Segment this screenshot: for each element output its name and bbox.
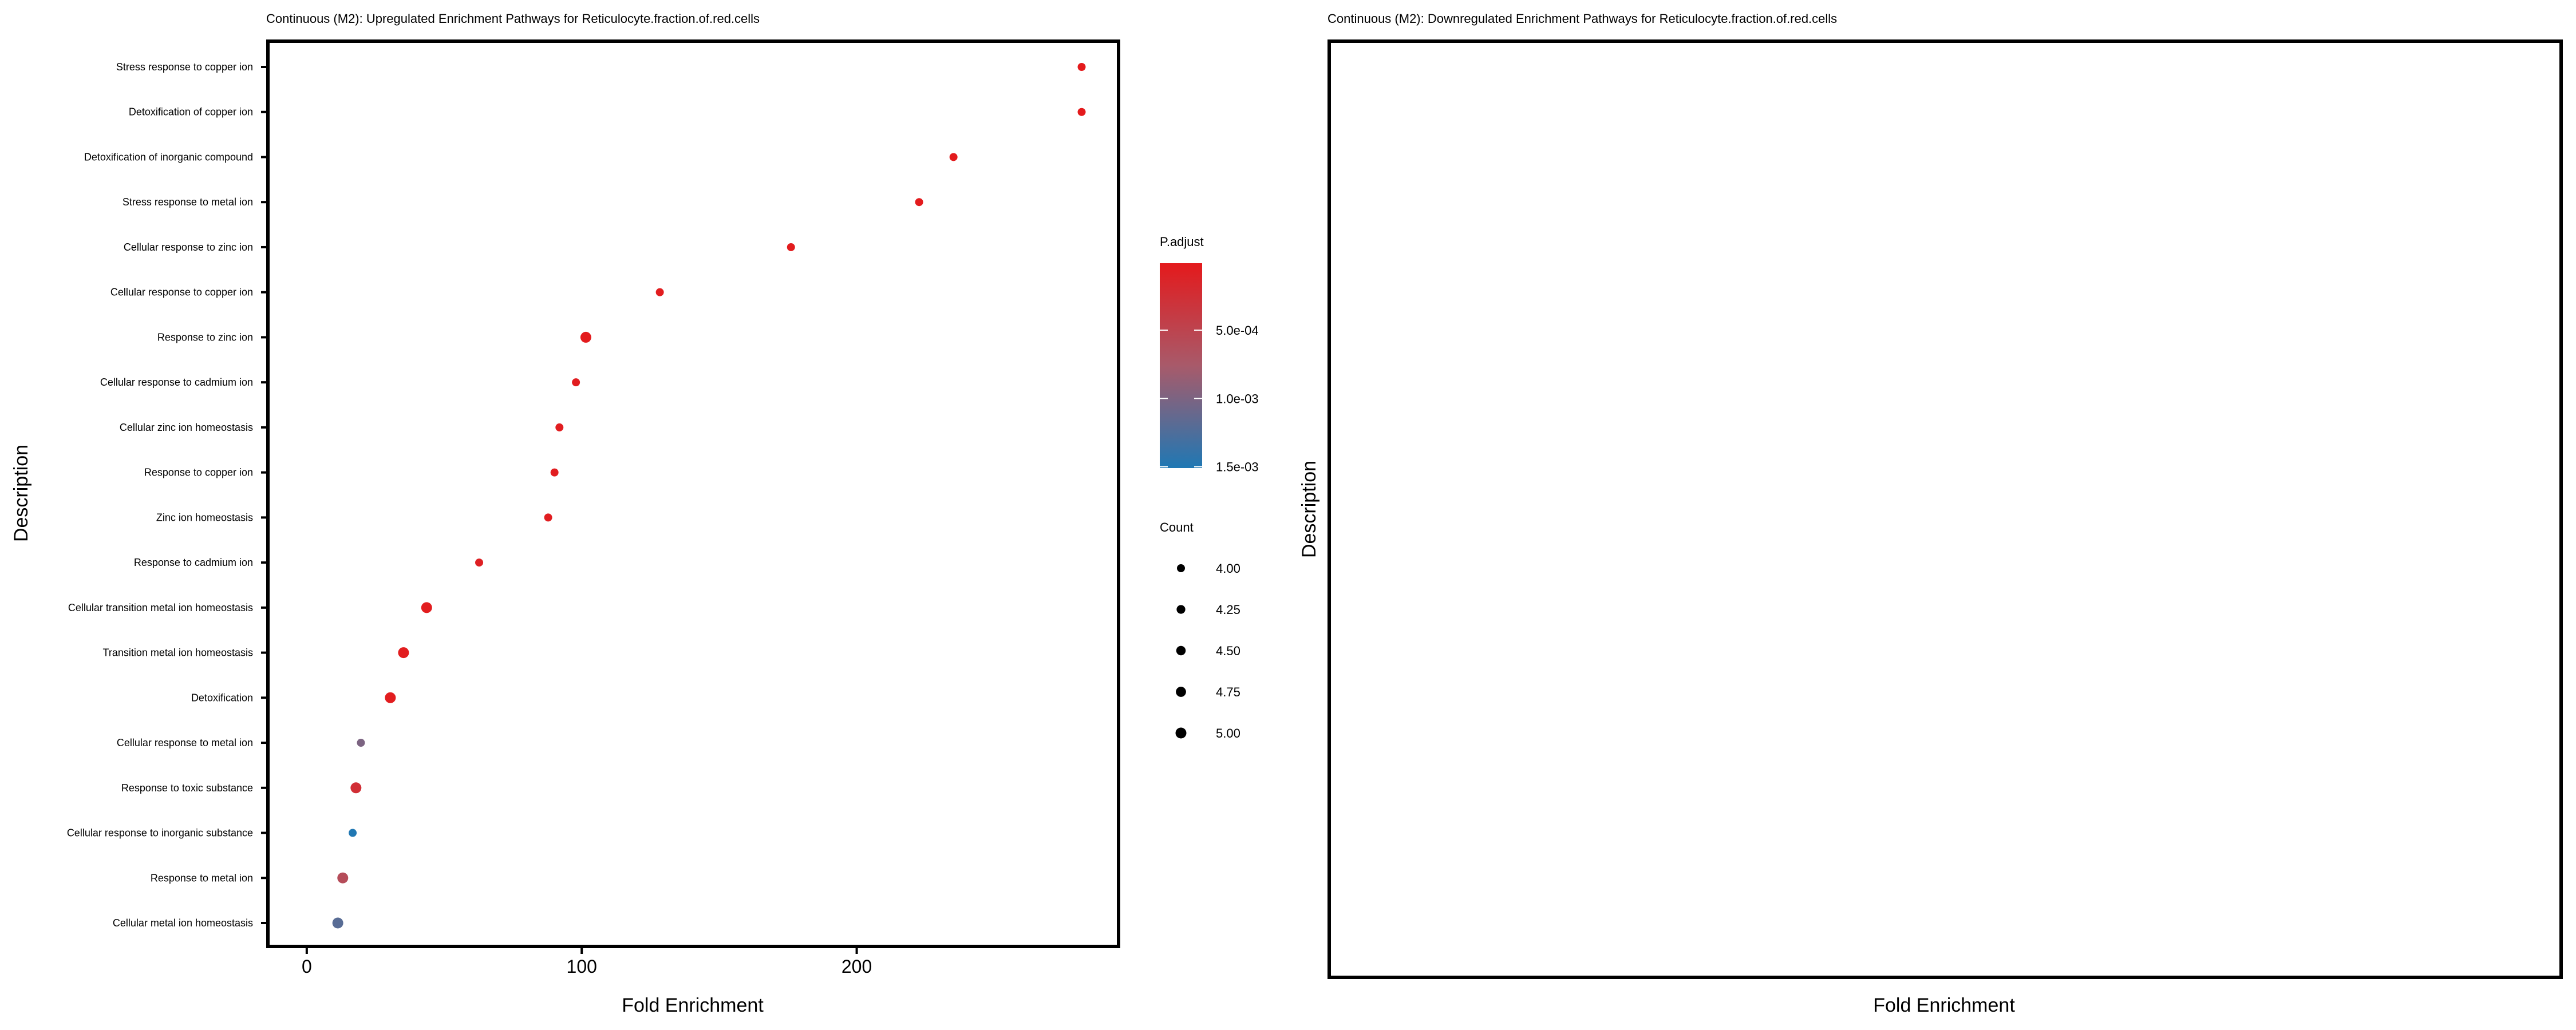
y-tick-label: Stress response to metal ion xyxy=(123,196,253,208)
data-point xyxy=(550,468,559,477)
data-point xyxy=(1077,108,1086,116)
y-tick-label: Cellular response to metal ion xyxy=(117,737,253,748)
y-tick-label: Cellular response to copper ion xyxy=(110,287,253,298)
y-tick-label: Response to cadmium ion xyxy=(134,557,253,568)
data-point xyxy=(572,378,580,387)
y-tick-label: Cellular response to inorganic substance xyxy=(67,827,253,839)
size-legend-label: 4.75 xyxy=(1216,685,1240,699)
color-legend-title: P.adjust xyxy=(1160,235,1204,249)
size-legend-dot xyxy=(1177,564,1185,572)
data-point xyxy=(421,602,432,613)
y-tick-label: Response to zinc ion xyxy=(157,331,253,343)
data-point xyxy=(350,782,362,794)
data-points xyxy=(332,63,1086,929)
data-point xyxy=(385,692,396,703)
x-axis-title: Fold Enrichment xyxy=(622,995,764,1016)
x-ticks: 0 100 200 xyxy=(302,948,872,977)
data-point xyxy=(915,198,923,207)
x-tick-label: 100 xyxy=(567,956,597,977)
color-bar-label: 1.0e-03 xyxy=(1216,391,1259,406)
color-bar-ticks: 5.0e-04 1.0e-03 1.5e-03 xyxy=(1160,323,1259,474)
y-tick-label: Response to metal ion xyxy=(151,872,253,884)
y-tick-labels: Stress response to copper ion Detoxificat… xyxy=(67,61,266,929)
x-tick-label: 200 xyxy=(841,956,872,977)
legend: P.adjust 5.0e-04 1.0e-03 1.5e-03 Count 4.0… xyxy=(1160,235,1259,740)
plot-panel xyxy=(1327,39,2563,979)
data-point xyxy=(357,739,365,747)
y-tick-label: Cellular zinc ion homeostasis xyxy=(120,422,253,433)
data-point xyxy=(787,243,795,251)
y-tick-label: Cellular response to zinc ion xyxy=(124,241,253,253)
y-axis-title: Description xyxy=(1298,461,1320,558)
x-axis-title: Fold Enrichment xyxy=(1873,995,2015,1016)
plot-panel xyxy=(266,39,1120,948)
y-tick-label: Detoxification of copper ion xyxy=(129,106,253,118)
x-tick-label: 0 xyxy=(302,956,312,977)
data-point xyxy=(337,872,349,884)
size-legend-label: 5.00 xyxy=(1216,726,1240,740)
size-legend-dot xyxy=(1176,687,1186,697)
y-tick-label: Detoxification of inorganic compound xyxy=(84,151,253,163)
plot-title: Continuous (M2): Downregulated Enrichmen… xyxy=(1327,11,1837,26)
color-bar xyxy=(1160,263,1202,468)
size-legend-label: 4.00 xyxy=(1216,561,1240,576)
data-point xyxy=(580,331,591,343)
data-point xyxy=(544,513,552,522)
y-tick-label: Cellular response to cadmium ion xyxy=(100,377,253,388)
size-legend-label: 4.50 xyxy=(1216,644,1240,658)
upregulated-plot: Continuous (M2): Upregulated Enrichment … xyxy=(10,11,1120,1016)
data-point xyxy=(398,647,409,659)
size-legend-label: 4.25 xyxy=(1216,603,1240,617)
data-point xyxy=(555,423,564,431)
color-bar-label: 1.5e-03 xyxy=(1216,460,1259,474)
size-legend-dot xyxy=(1175,727,1187,739)
size-legend-dot xyxy=(1176,605,1186,614)
data-point xyxy=(349,829,357,837)
y-tick-label: Detoxification xyxy=(191,692,253,703)
color-bar-label: 5.0e-04 xyxy=(1216,323,1259,338)
size-legend-items: 4.00 4.25 4.50 4.75 5.00 xyxy=(1175,561,1240,740)
y-tick-label: Stress response to copper ion xyxy=(116,61,253,73)
size-legend-dot xyxy=(1176,645,1186,656)
y-tick-label: Zinc ion homeostasis xyxy=(156,512,253,523)
y-tick-label: Cellular metal ion homeostasis xyxy=(113,917,253,929)
y-tick-label: Response to copper ion xyxy=(144,467,253,478)
y-tick-label: Response to toxic substance xyxy=(121,782,253,794)
y-axis-title: Description xyxy=(10,445,32,542)
data-point xyxy=(949,153,958,161)
data-point xyxy=(475,558,484,567)
downregulated-plot: Continuous (M2): Downregulated Enrichmen… xyxy=(1298,11,2563,1016)
data-point xyxy=(655,288,664,296)
plot-title: Continuous (M2): Upregulated Enrichment … xyxy=(266,11,760,26)
data-point xyxy=(1077,63,1086,71)
y-tick-label: Cellular transition metal ion homeostasi… xyxy=(68,602,253,613)
y-tick-label: Transition metal ion homeostasis xyxy=(103,647,253,659)
data-point xyxy=(332,917,343,929)
size-legend-title: Count xyxy=(1160,520,1194,534)
